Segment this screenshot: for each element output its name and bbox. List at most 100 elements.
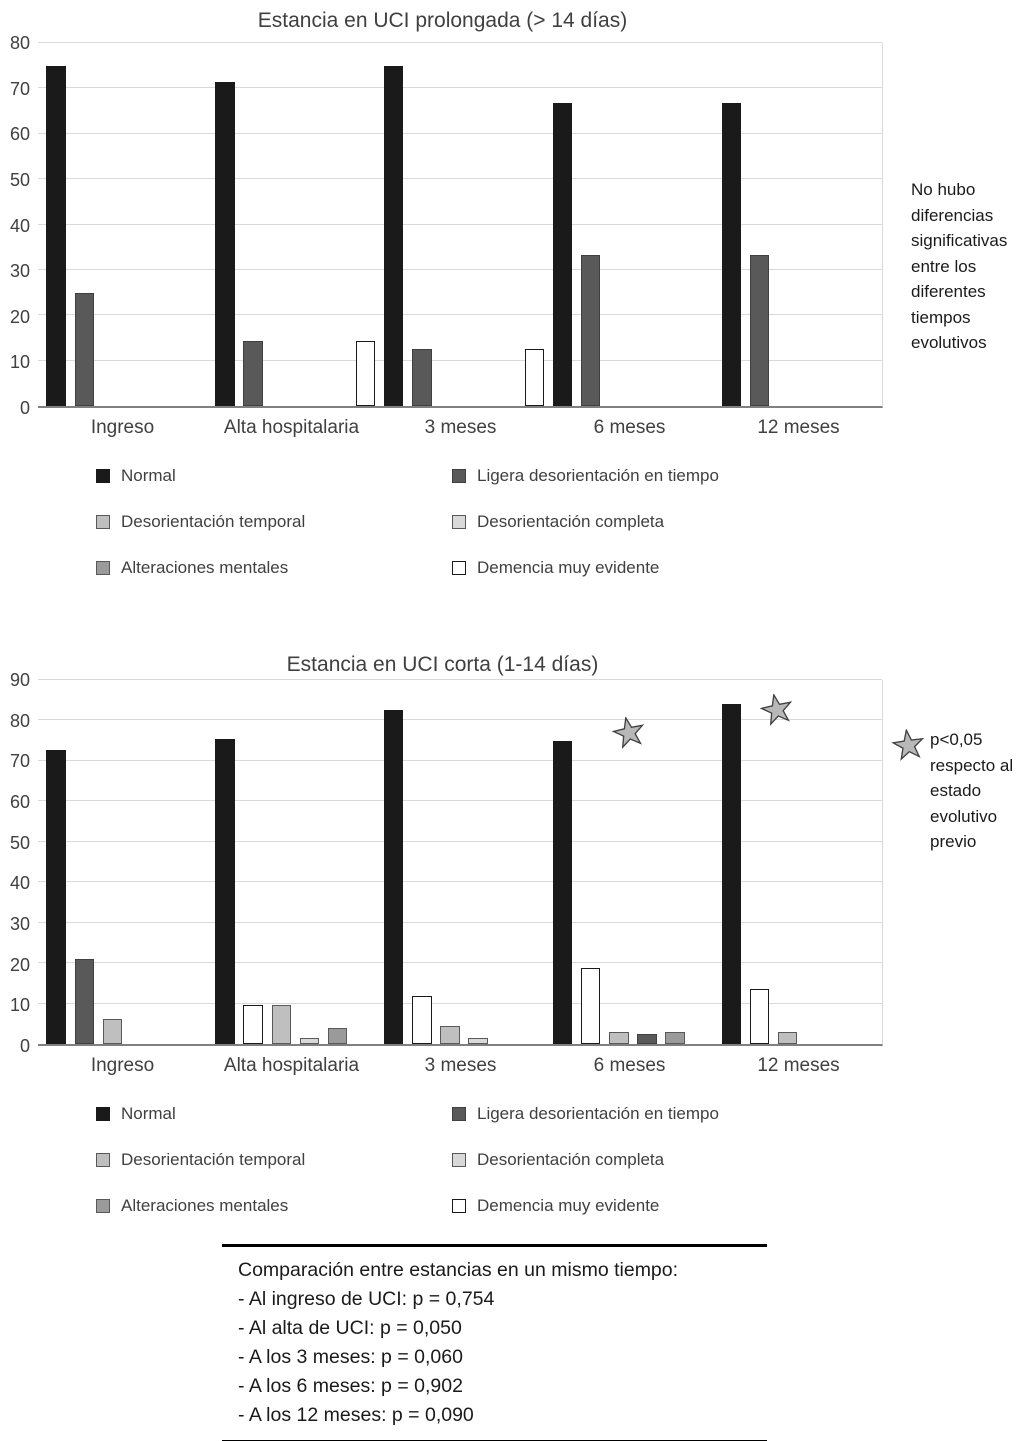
legend-item: Alteraciones mentales — [96, 1196, 452, 1216]
legend-item: Demencia muy evidente — [452, 1196, 822, 1216]
x-axis: Ingreso Alta hospitalaria 3 meses 6 meses 12… — [38, 408, 883, 454]
bar — [777, 1032, 798, 1044]
legend-label: Demencia muy evidente — [477, 558, 660, 577]
legend-swatch-icon — [96, 469, 110, 483]
y-tick-label: 90 — [9, 670, 30, 690]
legend-label: Normal — [121, 466, 176, 485]
bar — [384, 65, 404, 406]
bar — [468, 1037, 488, 1044]
bar — [440, 1025, 460, 1044]
gridline — [38, 759, 882, 761]
y-tick-label: 20 — [9, 954, 30, 975]
significance-star — [757, 690, 796, 729]
bar — [721, 704, 742, 1044]
gridline — [38, 42, 882, 43]
annotation-significance-text: p<0,05 respecto al estado evolutivo prev… — [930, 730, 1014, 851]
significance-star — [609, 713, 648, 752]
comparison-item: - A los 6 meses: p = 0,902 — [238, 1375, 463, 1397]
bar — [580, 254, 601, 406]
bar — [74, 959, 94, 1044]
legend: Normal Ligera desorientación en tiempo Des… — [96, 466, 885, 578]
bar — [355, 341, 376, 406]
legend-swatch-icon — [452, 1199, 466, 1213]
legend-item: Normal — [96, 1104, 452, 1124]
y-tick-label: 30 — [9, 261, 30, 282]
gridline — [38, 840, 882, 842]
bar — [665, 1032, 685, 1044]
legend-item: Demencia muy evidente — [452, 558, 822, 578]
legend-label: Ligera desorientación en tiempo — [477, 1104, 719, 1123]
star-icon — [611, 715, 644, 749]
gridline — [38, 132, 882, 134]
y-tick-label: 0 — [19, 398, 30, 418]
bar-group — [376, 43, 545, 406]
legend-swatch-icon — [96, 515, 110, 529]
bar — [524, 348, 545, 406]
annotation-significance: p<0,05 respecto al estado evolutivo prev… — [891, 727, 1024, 855]
legend-swatch-icon — [452, 515, 466, 529]
legend-label: Alteraciones mentales — [121, 558, 289, 577]
chart-title-short: Estancia en UCI corta (1-14 días) — [286, 653, 599, 676]
bar — [749, 254, 770, 406]
bar-group — [376, 680, 545, 1044]
legend-item: Ligera desorientación en tiempo — [452, 466, 822, 486]
legend-swatch-icon — [96, 1153, 110, 1167]
bar — [46, 65, 66, 406]
bar-group — [207, 43, 376, 406]
comparison-box: Comparación entre estancias en un mismo … — [222, 1244, 767, 1441]
y-tick-label: 70 — [9, 751, 30, 772]
gridline — [38, 962, 882, 964]
y-tick-label: 50 — [9, 832, 30, 853]
y-tick-label: 40 — [9, 873, 30, 894]
bar-group — [713, 680, 882, 1044]
bar — [721, 103, 742, 406]
chart-title-prolonged: Estancia en UCI prolongada (> 14 días) — [257, 9, 628, 32]
legend-label: Ligera desorientación en tiempo — [477, 466, 719, 485]
legend-label: Normal — [121, 1104, 176, 1123]
bar — [412, 348, 432, 406]
y-tick-label: 70 — [9, 78, 30, 99]
bar — [637, 1034, 657, 1044]
y-tick-label: 80 — [9, 710, 30, 731]
x-axis-label: Alta hospitalaria — [223, 417, 360, 438]
bar — [102, 1018, 123, 1044]
x-axis-label: Ingreso — [90, 1055, 155, 1076]
legend-label: Desorientación temporal — [121, 1150, 306, 1169]
gridline — [38, 87, 882, 89]
comparison-item: - Al alta de UCI: p = 0,050 — [238, 1317, 462, 1339]
legend-swatch-icon — [452, 561, 466, 575]
bar — [749, 989, 770, 1044]
gridline — [38, 719, 882, 721]
y-tick-label: 60 — [9, 124, 30, 145]
bar-group — [38, 680, 207, 1044]
bar — [327, 1027, 348, 1044]
y-tick-label: 40 — [9, 215, 30, 236]
gridline — [38, 679, 882, 680]
comparison-item: - A los 3 meses: p = 0,060 — [238, 1346, 463, 1368]
comparison-item: - A los 12 meses: p = 0,090 — [238, 1404, 474, 1426]
chart-prolonged-stay: Estancia en UCI prolongada (> 14 días) 0… — [0, 0, 885, 578]
plot-area — [38, 679, 883, 1046]
x-axis-label: 6 meses — [593, 417, 666, 438]
y-tick-label: 10 — [9, 352, 30, 373]
bar — [609, 1032, 629, 1044]
chart-body: 0 10 20 30 40 50 60 70 80 90 — [0, 671, 885, 1055]
bar — [299, 1037, 320, 1044]
y-tick-label: 80 — [9, 33, 30, 53]
legend-swatch-icon — [96, 561, 110, 575]
gridline — [38, 223, 882, 225]
gridline — [38, 881, 882, 883]
y-tick-label: 10 — [9, 995, 30, 1016]
legend-item: Normal — [96, 466, 452, 486]
legend-swatch-icon — [452, 1153, 466, 1167]
gridline — [38, 921, 882, 923]
bar-group — [713, 43, 882, 406]
legend-item: Ligera desorientación en tiempo — [452, 1104, 822, 1124]
bar — [412, 996, 432, 1044]
bar — [215, 738, 235, 1044]
legend-label: Desorientación completa — [477, 1150, 665, 1169]
legend-label: Desorientación completa — [477, 512, 665, 531]
legend-label: Desorientación temporal — [121, 512, 306, 531]
y-tick-label: 50 — [9, 169, 30, 190]
